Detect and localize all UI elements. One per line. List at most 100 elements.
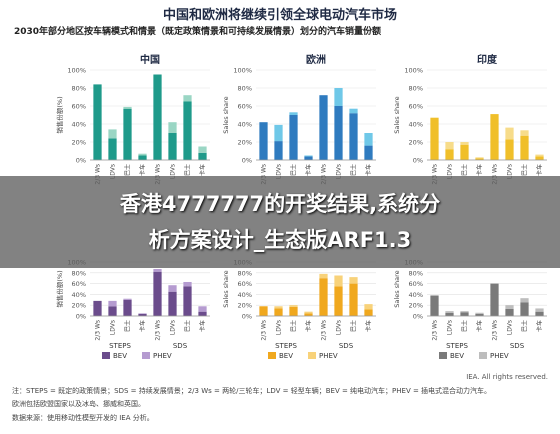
bar-phev (364, 133, 373, 146)
bar-bev (505, 308, 514, 316)
y-tick-label: 60% (72, 103, 86, 111)
y-axis-label: Sales share (222, 270, 230, 307)
bar-phev (334, 88, 343, 106)
x-tick-label: LDVs (336, 164, 343, 179)
bar-bev (259, 122, 268, 160)
x-tick-label: LDVs (336, 320, 343, 335)
bar-phev (505, 127, 514, 140)
bar-bev (304, 156, 313, 160)
x-tick-label: 2/3 Ws (155, 320, 162, 341)
x-tick-label: 2/3 Ws (95, 320, 102, 341)
note-line-1: 注：STEPS = 既定的政策情景；SDS = 持续发展情景；2/3 Ws = … (12, 387, 492, 395)
y-tick-label: 0% (242, 313, 252, 321)
panel-title: 印度 (477, 53, 498, 66)
y-tick-label: 40% (409, 291, 423, 299)
bar-phev (364, 304, 373, 310)
bar-bev (304, 313, 313, 316)
y-tick-label: 20% (409, 139, 423, 147)
bar-bev (505, 139, 514, 160)
scenario-label: SDS (339, 342, 354, 350)
y-axis-label: Sales share (393, 96, 401, 133)
x-tick-label: LDVs (110, 320, 117, 335)
y-tick-label: 100% (233, 67, 252, 75)
bar-bev (490, 114, 499, 160)
bar-phev (168, 285, 177, 292)
y-tick-label: 40% (409, 121, 423, 129)
y-tick-label: 0% (413, 313, 423, 321)
bar-bev (319, 278, 328, 316)
bar-phev (304, 311, 313, 314)
x-tick-label: 卡车 (139, 320, 147, 332)
bar-phev (123, 298, 132, 300)
bar-bev (430, 295, 439, 316)
bar-bev (289, 306, 298, 316)
overlay-text-line-1: 香港4777777的开奖结果,系统分 (119, 192, 441, 216)
bar-bev (198, 311, 207, 316)
bar-bev (364, 145, 373, 160)
y-tick-label: 40% (238, 291, 252, 299)
legend-swatch (439, 352, 447, 359)
x-tick-label: LDVs (507, 320, 514, 335)
bar-phev (123, 106, 132, 109)
bar-bev (535, 311, 544, 316)
x-tick-label: 2/3 Ws (95, 164, 102, 185)
x-tick-label: 2/3 Ws (432, 164, 439, 185)
bar-bev (475, 313, 484, 316)
y-tick-label: 80% (72, 85, 86, 93)
x-tick-label: 2/3 Ws (432, 320, 439, 341)
bar-phev (460, 142, 469, 145)
x-tick-label: 卡车 (199, 320, 207, 332)
y-tick-label: 80% (409, 85, 423, 93)
x-tick-label: 巴士 (521, 164, 529, 176)
bar-bev (168, 133, 177, 160)
source-credit: IEA. All rights reserved. (466, 373, 548, 381)
y-tick-label: 60% (409, 280, 423, 288)
bar-phev (183, 95, 192, 102)
bar-phev (520, 298, 529, 303)
bar-bev (93, 84, 102, 160)
bar-phev (349, 277, 358, 284)
y-tick-label: 80% (238, 85, 252, 93)
y-tick-label: 60% (409, 103, 423, 111)
bar-bev (108, 306, 117, 316)
bar-phev (289, 305, 298, 307)
x-tick-label: 巴士 (290, 320, 298, 332)
legend-swatch (479, 352, 487, 359)
bar-phev (274, 124, 283, 142)
y-tick-label: 20% (72, 302, 86, 310)
y-tick-label: 0% (242, 157, 252, 165)
y-tick-label: 100% (404, 67, 423, 75)
bar-bev (274, 141, 283, 160)
legend-label: BEV (279, 352, 293, 360)
legend-swatch (102, 352, 110, 359)
bar-phev (475, 312, 484, 314)
y-tick-label: 0% (413, 157, 423, 165)
overlay-text-line-2: 析方案设计_生态版ARF1.3 (148, 228, 412, 252)
bar-bev (153, 74, 162, 160)
x-tick-label: 巴士 (461, 320, 469, 332)
y-tick-label: 20% (238, 139, 252, 147)
bar-bev (289, 115, 298, 160)
legend-label: PHEV (319, 352, 338, 360)
bar-phev (198, 146, 207, 153)
bar-phev (520, 130, 529, 136)
x-tick-label: 2/3 Ws (261, 164, 268, 185)
bar-bev (445, 149, 454, 160)
bar-bev (334, 106, 343, 160)
bar-phev (138, 153, 147, 156)
x-tick-label: 2/3 Ws (321, 320, 328, 341)
y-tick-label: 60% (238, 280, 252, 288)
x-tick-label: 巴士 (461, 164, 469, 176)
bar-bev (475, 158, 484, 160)
bar-bev (93, 300, 102, 316)
y-tick-label: 40% (238, 121, 252, 129)
bar-bev (259, 306, 268, 316)
x-tick-label: LDVs (447, 320, 454, 335)
bar-phev (445, 142, 454, 150)
bar-bev (535, 156, 544, 160)
bar-phev (445, 311, 454, 313)
bar-phev (198, 306, 207, 312)
x-tick-label: 卡车 (476, 320, 484, 332)
x-tick-label: 巴士 (124, 164, 132, 176)
bar-phev (475, 157, 484, 159)
